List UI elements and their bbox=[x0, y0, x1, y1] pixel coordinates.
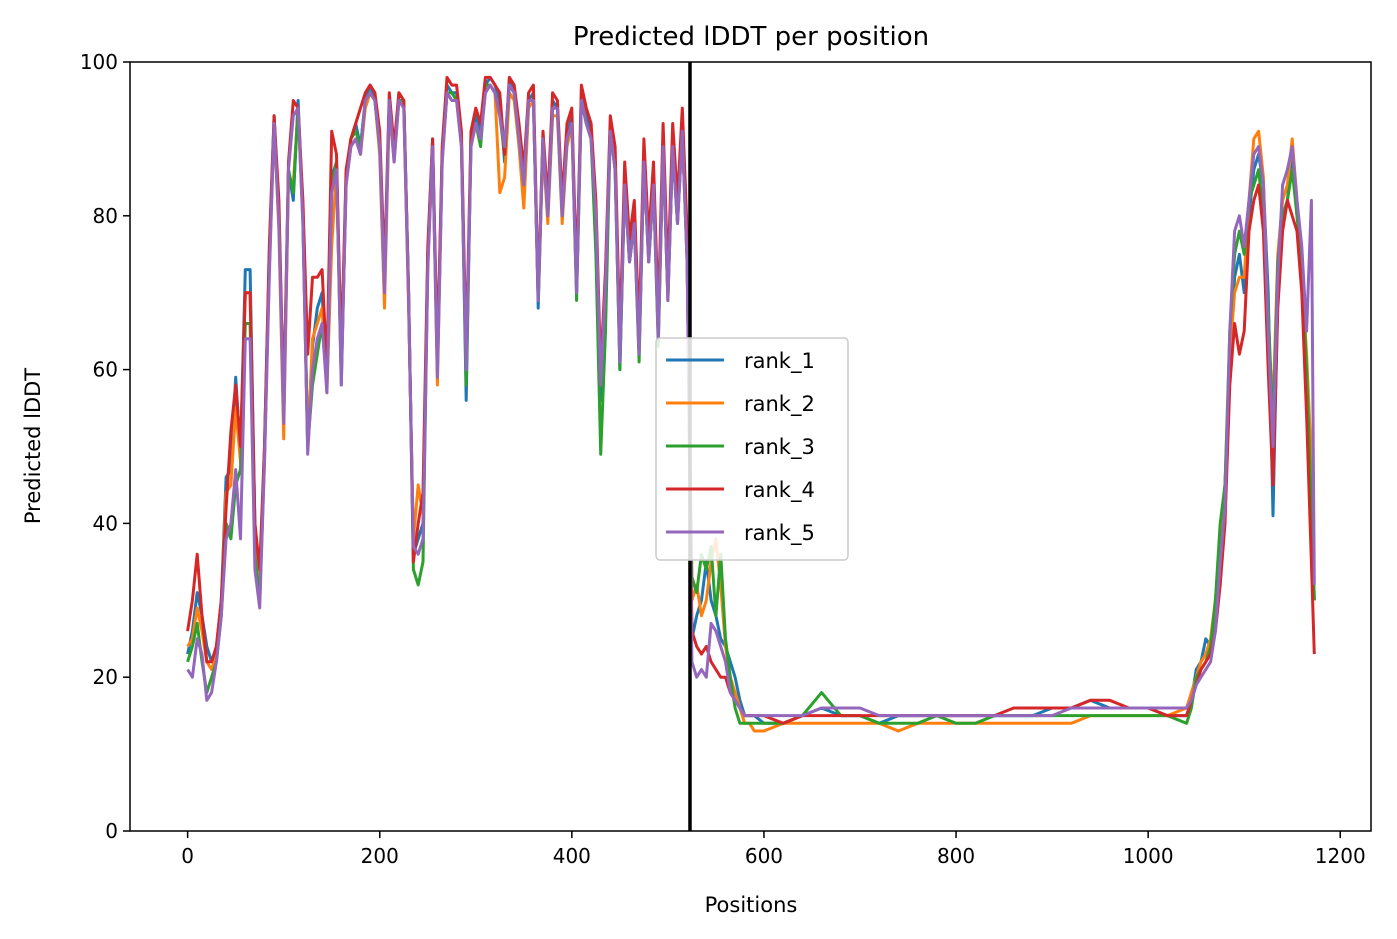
y-tick-label: 40 bbox=[93, 511, 118, 535]
y-tick-label: 80 bbox=[93, 204, 118, 228]
legend-label-rank-1: rank_1 bbox=[744, 349, 815, 374]
chart-title: Predicted lDDT per position bbox=[573, 22, 929, 52]
series-layer bbox=[186, 75, 1316, 733]
series-line-rank-4 bbox=[186, 75, 1316, 725]
x-tick-label: 200 bbox=[361, 844, 399, 868]
x-tick-label: 0 bbox=[181, 844, 194, 868]
legend-label-rank-3: rank_3 bbox=[744, 435, 815, 460]
x-tick-label: 600 bbox=[745, 844, 783, 868]
legend: rank_1 rank_2 rank_3 rank_4 rank_5 bbox=[655, 337, 849, 561]
legend-label-rank-4: rank_4 bbox=[744, 478, 815, 503]
y-tick-label: 60 bbox=[93, 358, 118, 382]
y-tick-label: 100 bbox=[80, 50, 118, 74]
y-tick-label: 20 bbox=[93, 665, 118, 689]
x-tick-label: 1200 bbox=[1315, 844, 1366, 868]
x-axis: 0 200 400 600 800 1000 1200 bbox=[181, 831, 1366, 868]
legend-label-rank-5: rank_5 bbox=[744, 521, 815, 546]
y-tick-label: 0 bbox=[105, 819, 118, 843]
x-tick-label: 1000 bbox=[1123, 844, 1174, 868]
legend-label-rank-2: rank_2 bbox=[744, 392, 815, 417]
x-tick-label: 800 bbox=[937, 844, 975, 868]
plot-frame bbox=[129, 61, 1372, 832]
x-axis-title: Positions bbox=[705, 893, 798, 917]
y-axis: 0 20 40 60 80 100 bbox=[80, 50, 130, 843]
y-axis-title: Predicted lDDT bbox=[21, 368, 45, 524]
x-tick-label: 400 bbox=[553, 844, 591, 868]
series-line-rank-5 bbox=[186, 83, 1316, 718]
legend-box bbox=[655, 337, 849, 561]
